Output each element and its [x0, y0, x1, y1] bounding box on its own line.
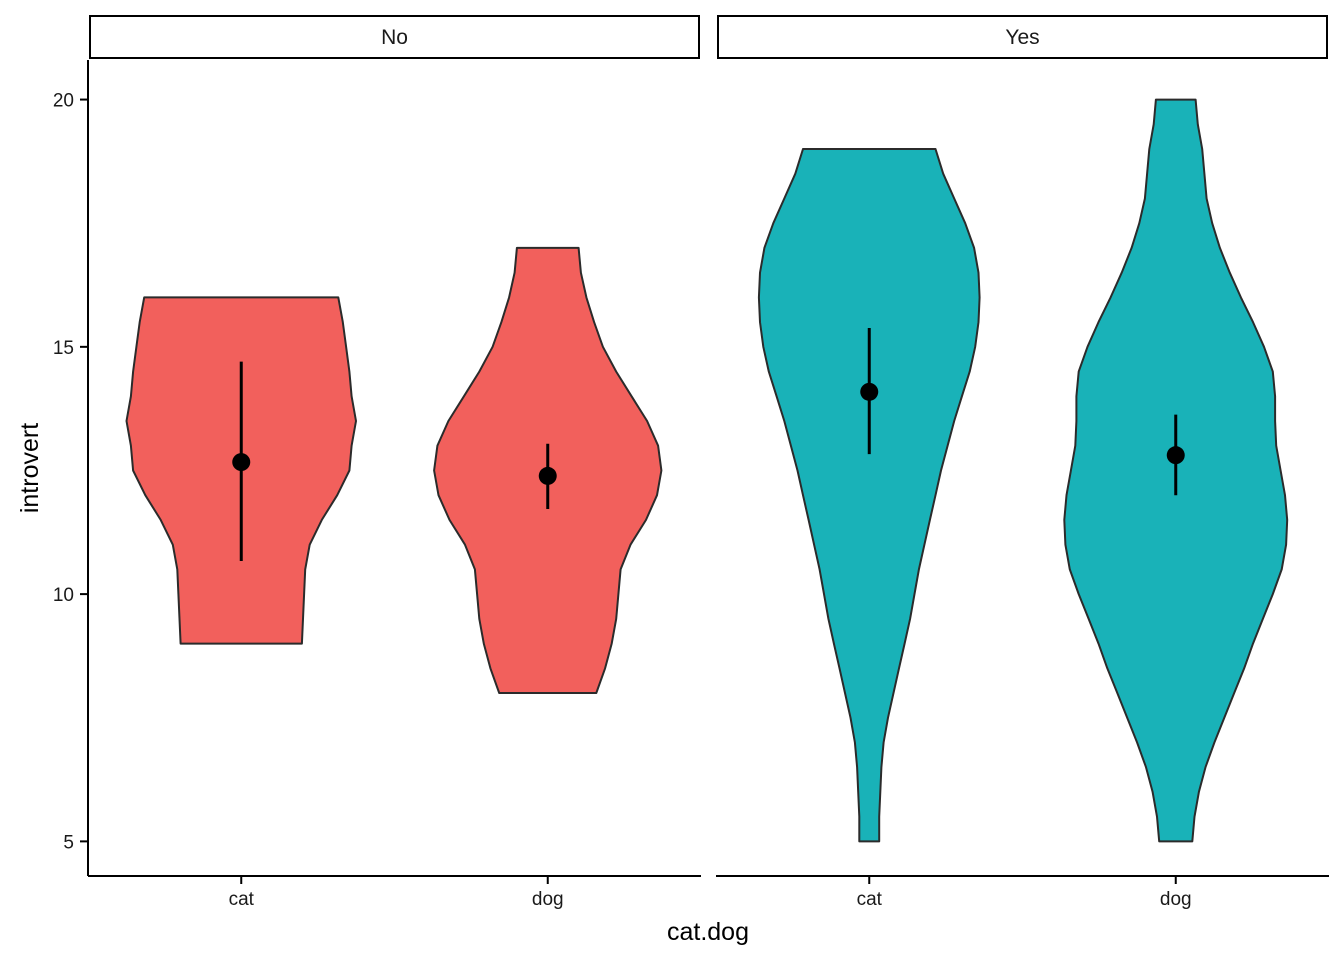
mean-point-no-cat	[232, 453, 251, 472]
x-tick-label-no-dog: dog	[532, 889, 564, 910]
y-axis: 5 10 15 20	[53, 60, 89, 876]
facet-strip-no: No	[89, 15, 700, 59]
facet-strip-label-yes: Yes	[1005, 26, 1039, 49]
x-tick-label-yes-dog: dog	[1160, 889, 1192, 910]
x-tick-label-yes-cat: cat	[857, 889, 883, 910]
facet-strip-yes: Yes	[717, 15, 1328, 59]
violin-yes-cat	[757, 148, 981, 843]
facet-strip-label-no: No	[381, 26, 408, 49]
y-ticks: 5 10 15 20	[53, 91, 88, 853]
y-axis-title: introvert	[16, 423, 44, 513]
y-tick-label-10: 10	[53, 585, 74, 606]
mean-point-layer	[232, 382, 1185, 485]
mean-point-yes-cat	[860, 382, 879, 401]
y-tick-label-20: 20	[53, 91, 74, 112]
x-ticks: cat dog cat dog	[229, 876, 1192, 910]
x-tick-label-no-cat: cat	[229, 889, 255, 910]
y-tick-label-5: 5	[63, 832, 74, 853]
mean-point-no-dog	[538, 466, 557, 485]
violin-layer	[125, 98, 1289, 843]
x-axis-title: cat.dog	[667, 918, 749, 946]
y-tick-label-15: 15	[53, 338, 74, 359]
errorbar-layer	[239, 328, 1178, 561]
mean-point-yes-dog	[1166, 446, 1185, 465]
